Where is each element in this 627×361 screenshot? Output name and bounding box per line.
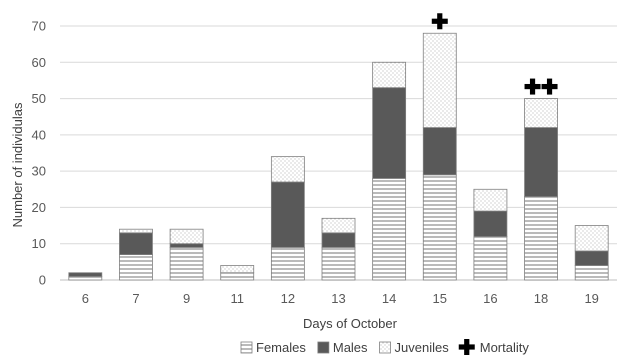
y-tick-label: 70 — [32, 19, 46, 34]
legend-label-males: Males — [333, 340, 368, 355]
bar-segment-females — [169, 246, 204, 281]
mortality-cross-icon — [524, 78, 541, 95]
bar-segment-females — [473, 236, 508, 281]
x-tick-label: 14 — [382, 291, 396, 306]
bar-segment-juveniles — [270, 156, 305, 183]
mortality-cross-icon — [541, 78, 558, 95]
legend: Females Males Juveniles Mortality — [240, 339, 530, 355]
x-tick-label: 13 — [331, 291, 345, 306]
bars-layer — [68, 32, 609, 281]
legend-swatch-juveniles — [379, 341, 391, 354]
bar-segment-males — [270, 181, 305, 248]
x-tick-label: 7 — [132, 291, 139, 306]
bar-segment-juveniles — [321, 217, 356, 234]
bar-segment-females — [119, 254, 153, 281]
bar-segment-juveniles — [119, 228, 153, 234]
x-tick-label: 19 — [584, 291, 598, 306]
bar-segment-males — [372, 87, 407, 179]
bar-segment-males — [321, 232, 356, 248]
bar-segment-males — [422, 127, 457, 176]
x-axis-title: Days of October — [303, 316, 398, 331]
y-tick-label: 40 — [32, 127, 46, 142]
bar-segment-females — [372, 177, 407, 281]
bar-segment-females — [524, 196, 558, 281]
y-tick-label: 50 — [32, 91, 46, 106]
bar-segment-juveniles — [422, 32, 457, 128]
bar-segment-males — [574, 250, 609, 266]
x-tick-label: 12 — [281, 291, 295, 306]
x-tick-label: 9 — [183, 291, 190, 306]
bar-segment-juveniles — [169, 228, 204, 245]
y-tick-labels: 0 10 20 30 40 50 60 70 — [32, 19, 46, 288]
bar-segment-juveniles — [473, 188, 508, 212]
bar-segment-males — [68, 272, 103, 277]
bar-segment-juveniles — [372, 61, 407, 89]
y-tick-label: 10 — [32, 236, 46, 251]
bar-segment-males — [119, 232, 153, 255]
bar-segment-females — [270, 246, 305, 281]
legend-label-mortality: Mortality — [480, 340, 530, 355]
legend-label-females: Females — [256, 340, 306, 355]
x-tick-label: 18 — [534, 291, 548, 306]
mortality-cross-icon — [431, 13, 448, 30]
bar-segment-males — [473, 210, 508, 237]
x-tick-label: 11 — [230, 291, 244, 306]
bar-segment-juveniles — [220, 265, 255, 274]
x-tick-label: 16 — [483, 291, 497, 306]
mortality-markers — [431, 13, 558, 95]
bar-segment-juveniles — [574, 225, 609, 252]
y-tick-label: 0 — [39, 273, 46, 288]
x-tick-label: 6 — [82, 291, 89, 306]
y-axis-title: Number of individulas — [10, 102, 25, 228]
bar-segment-juveniles — [524, 98, 558, 128]
legend-mortality-cross-icon — [458, 339, 475, 355]
y-tick-label: 30 — [32, 164, 46, 179]
y-tick-label: 60 — [32, 55, 46, 70]
bar-segment-females — [68, 275, 103, 281]
legend-swatch-males — [317, 341, 330, 354]
bar-segment-males — [169, 243, 204, 248]
bar-segment-females — [220, 272, 255, 281]
bar-segment-males — [524, 127, 558, 197]
bar-segment-females — [422, 174, 457, 281]
legend-label-juveniles: Juveniles — [395, 340, 450, 355]
legend-swatch-females — [240, 341, 253, 354]
y-tick-label: 20 — [32, 200, 46, 215]
bar-segment-females — [574, 265, 609, 281]
bar-segment-females — [321, 246, 356, 281]
x-tick-label: 15 — [433, 291, 447, 306]
x-tick-labels: 6 7 9 11 12 13 14 15 16 18 19 — [82, 291, 599, 306]
